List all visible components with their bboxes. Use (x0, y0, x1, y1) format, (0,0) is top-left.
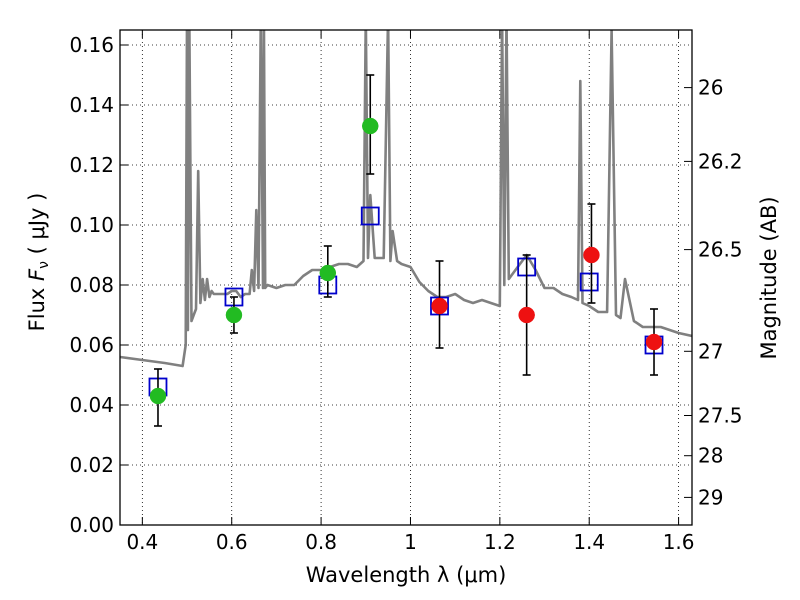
y-tick-label: 0.10 (69, 213, 114, 237)
ticks: 0.4 0.6 0.8 1 1.2 1.4 1.6 0.00 0.02 0.04 0.06 0.08 0… (69, 30, 743, 554)
x-tick-label: 0.4 (126, 530, 158, 554)
observed_green-point (362, 117, 379, 135)
y-tick-label: 0.00 (69, 513, 114, 537)
y-tick-label: 0.14 (69, 93, 114, 117)
y-tick-label: 0.02 (69, 453, 114, 477)
observed_red-point (431, 297, 448, 315)
observed_green-point (149, 387, 167, 405)
x-tick-label: 1 (404, 530, 417, 554)
y-tick-label: 0.16 (69, 33, 114, 57)
x-tick-label: 1.4 (573, 530, 605, 554)
series-layer (120, 30, 692, 427)
plot-frame (119, 29, 693, 526)
y2-tick-label: 27.5 (698, 404, 743, 428)
x-tick-label: 1.2 (484, 530, 516, 554)
y-tick-label: 0.08 (69, 273, 114, 297)
observed_red-point (518, 306, 535, 324)
x-tick-label: 1.6 (663, 530, 695, 554)
model-photometry-square (579, 272, 599, 292)
grid-lines (120, 30, 692, 526)
x-tick-label: 0.8 (305, 530, 337, 554)
observed_red-point (645, 333, 663, 351)
y2-tick-label: 26 (698, 76, 723, 100)
y-tick-label: 0.06 (69, 333, 114, 357)
y-axis-title: Flux Fν ( μJy ) (25, 193, 52, 332)
x-tick-label: 0.6 (216, 530, 248, 554)
y-tick-label: 0.12 (69, 153, 114, 177)
observed_red-point (583, 246, 600, 264)
y2-axis-title: Magnitude (AB) (757, 196, 781, 359)
spectrum-line (120, 30, 692, 368)
y2-tick-label: 28 (698, 444, 723, 468)
y2-tick-label: 26.2 (698, 149, 743, 173)
y2-tick-label: 27 (698, 339, 723, 363)
y2-tick-label: 26.5 (698, 238, 743, 262)
model-photometry-square (360, 206, 380, 226)
x-axis-title: Wavelength λ (μm) (306, 563, 507, 587)
y2-tick-label: 29 (698, 485, 723, 509)
observed_green-point (225, 306, 243, 324)
observed_green-point (319, 264, 337, 282)
y-tick-label: 0.04 (69, 393, 114, 417)
